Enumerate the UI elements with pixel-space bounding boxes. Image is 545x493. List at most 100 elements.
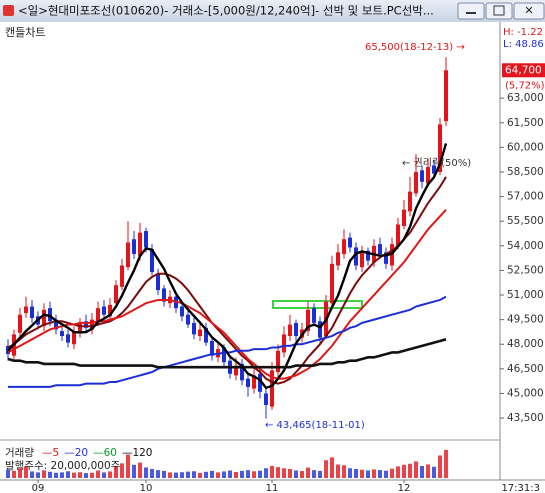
candle-body: [66, 334, 70, 343]
last-price-box: [502, 63, 545, 78]
y-tick-label: 54,000: [507, 240, 544, 252]
volume-bar: [312, 470, 316, 478]
candle-body: [252, 375, 256, 389]
volume-bar: [372, 469, 376, 478]
candle-body: [420, 170, 424, 182]
y-tick-label: 48,000: [507, 338, 544, 350]
volume-bar: [48, 471, 52, 478]
close-button[interactable]: [513, 2, 545, 20]
volume-bar: [198, 472, 202, 478]
volume-bar: [18, 468, 22, 478]
volume-bar: [144, 467, 148, 478]
candle-body: [42, 309, 46, 327]
volume-bar: [78, 472, 82, 478]
volume-bar: [294, 470, 298, 478]
volume-bar: [216, 472, 220, 478]
rights-annotation: ← 권리락(50%): [402, 157, 471, 169]
minimize-button[interactable]: [457, 2, 485, 20]
candle-body: [60, 331, 64, 337]
volume-bar: [348, 468, 352, 478]
volume-bar: [246, 470, 250, 478]
candle-body: [282, 334, 286, 353]
volume-bar: [282, 468, 286, 478]
candle-body: [330, 263, 334, 304]
volume-ma-label: —20: [64, 447, 88, 459]
candle-body: [78, 322, 82, 333]
candle-body: [246, 378, 250, 387]
candle-body: [102, 306, 106, 315]
candle-body: [342, 239, 346, 255]
candle-body: [402, 209, 406, 227]
y-tick-label: 46,500: [507, 363, 544, 375]
volume-ma-label: —5: [42, 447, 59, 459]
volume-bar: [12, 470, 16, 478]
high-annotation: 65,500(18-12-13) →: [365, 42, 465, 53]
x-tick-label: 10: [140, 483, 153, 493]
volume-bar: [426, 464, 430, 478]
candle-body: [438, 124, 442, 172]
candle-body: [354, 247, 358, 266]
y-tick-label: 52,500: [507, 264, 544, 276]
volume-bar: [390, 468, 394, 478]
candle-body: [18, 314, 22, 333]
volume-bar: [228, 470, 232, 478]
volume-bar: [396, 466, 400, 478]
volume-bar: [6, 470, 10, 478]
volume-bar: [150, 469, 154, 478]
candle-body: [444, 70, 448, 122]
volume-bar: [264, 468, 268, 478]
volume-bar: [300, 471, 304, 478]
y-tick-label: 49,500: [507, 314, 544, 326]
candle-body: [210, 340, 214, 356]
volume-bar: [336, 464, 340, 478]
maximize-icon: [493, 5, 505, 16]
volume-ma-label: —120: [122, 447, 153, 459]
app-icon: [3, 5, 14, 16]
high-info: H: -1.22: [503, 27, 543, 38]
candle-body: [204, 327, 208, 343]
candle-body: [270, 370, 274, 407]
volume-bar: [180, 472, 184, 478]
maximize-button[interactable]: [485, 2, 513, 20]
y-tick-label: 60,000: [507, 141, 544, 153]
candle-body: [150, 249, 154, 273]
candle-body: [126, 242, 130, 268]
volume-bar: [420, 466, 424, 478]
y-tick-label: 43,500: [507, 412, 544, 424]
volume-bar: [258, 470, 262, 478]
volume-bar: [432, 466, 436, 478]
volume-bar: [234, 472, 238, 478]
volume-bar: [342, 465, 346, 478]
candle-body: [30, 306, 34, 318]
candle-body: [180, 306, 184, 317]
chart-title: 캔들차트: [5, 26, 45, 39]
volume-bar: [276, 467, 280, 478]
y-tick-label: 57,000: [507, 191, 544, 203]
candle-body: [144, 231, 148, 248]
title-bar: [0, 0, 545, 22]
y-tick-label: 58,500: [507, 166, 544, 178]
volume-bar: [270, 466, 274, 478]
volume-bar: [210, 470, 214, 478]
volume-bar: [318, 470, 322, 478]
volume-bar: [60, 472, 64, 478]
y-tick-label: 55,500: [507, 215, 544, 227]
candle-body: [348, 237, 352, 248]
moving-average-line: [7, 338, 447, 369]
candle-body: [72, 331, 76, 345]
candle-body: [54, 319, 58, 330]
candle-body: [366, 250, 370, 261]
y-tick-label: 45,000: [507, 387, 544, 399]
volume-bar: [66, 471, 70, 478]
volume-ma-label: —60: [93, 447, 117, 459]
candle-body: [408, 191, 412, 212]
candle-body: [276, 350, 280, 373]
volume-bar: [414, 461, 418, 478]
candle-body: [234, 365, 238, 376]
candle-body: [24, 306, 28, 314]
volume-bar: [90, 472, 94, 478]
candle-body: [48, 308, 52, 322]
candle-body: [258, 373, 262, 392]
window-title: <일>현대미포조선(010620)- 거래소-[5,000원/12,240억]-…: [18, 4, 434, 18]
volume-bar: [156, 470, 160, 478]
